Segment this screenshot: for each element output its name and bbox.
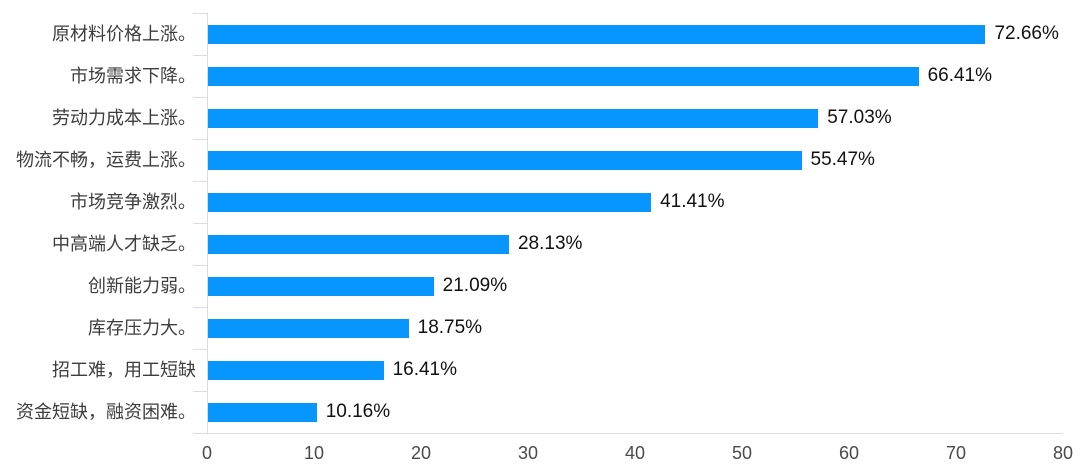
y-axis-tick: [193, 307, 207, 308]
x-axis-tick-label: 60: [838, 443, 860, 463]
value-label: 28.13%: [517, 233, 583, 254]
value-label: 55.47%: [810, 149, 875, 170]
y-axis-tick: [193, 349, 207, 350]
value-label: 72.66%: [994, 23, 1059, 44]
bar: [208, 318, 409, 338]
y-axis-tick: [193, 391, 207, 392]
y-axis-tick: [193, 433, 207, 434]
x-axis-tick-label: 70: [945, 443, 967, 463]
value-label: 57.03%: [827, 107, 892, 128]
value-label: 10.16%: [325, 401, 391, 422]
category-label: 招工难，用工短缺: [52, 360, 196, 380]
category-label: 创新能力弱。: [88, 276, 196, 296]
bar: [208, 66, 919, 86]
category-label: 资金短缺，融资困难。: [16, 402, 196, 422]
x-axis-tick-label: 10: [303, 443, 325, 463]
category-label: 劳动力成本上涨。: [52, 108, 196, 128]
bar: [208, 234, 509, 254]
y-axis-tick: [193, 139, 207, 140]
value-label: 21.09%: [442, 275, 508, 296]
value-label: 16.41%: [392, 359, 458, 380]
bar: [208, 150, 802, 170]
bar: [208, 108, 819, 128]
y-axis-line: [207, 13, 208, 433]
x-axis-tick-label: 50: [731, 443, 753, 463]
bar: [208, 402, 317, 422]
y-axis-tick: [193, 265, 207, 266]
category-label: 库存压力大。: [88, 318, 196, 338]
y-axis-tick: [193, 223, 207, 224]
bar: [208, 24, 986, 44]
category-label: 原材料价格上涨。: [52, 24, 196, 44]
x-axis-line: [193, 433, 1063, 434]
y-axis-tick: [193, 55, 207, 56]
y-axis-tick: [193, 181, 207, 182]
category-label: 中高端人才缺乏。: [52, 234, 196, 254]
value-label: 18.75%: [417, 317, 483, 338]
value-label: 66.41%: [927, 65, 993, 86]
bar: [208, 192, 652, 212]
y-axis-tick: [193, 97, 207, 98]
value-label: 41.41%: [660, 191, 725, 212]
category-label: 市场竞争激烈。: [70, 192, 196, 212]
x-axis-tick-label: 20: [410, 443, 432, 463]
x-axis-tick-label: 0: [201, 443, 212, 463]
x-axis-tick-label: 40: [624, 443, 646, 463]
y-axis-tick: [193, 13, 207, 14]
category-label: 物流不畅，运费上涨。: [16, 150, 196, 170]
bar: [208, 360, 384, 380]
bar: [208, 276, 434, 296]
category-label: 市场需求下降。: [70, 66, 196, 86]
x-axis-tick-label: 80: [1052, 443, 1074, 463]
x-axis-tick-label: 30: [517, 443, 539, 463]
